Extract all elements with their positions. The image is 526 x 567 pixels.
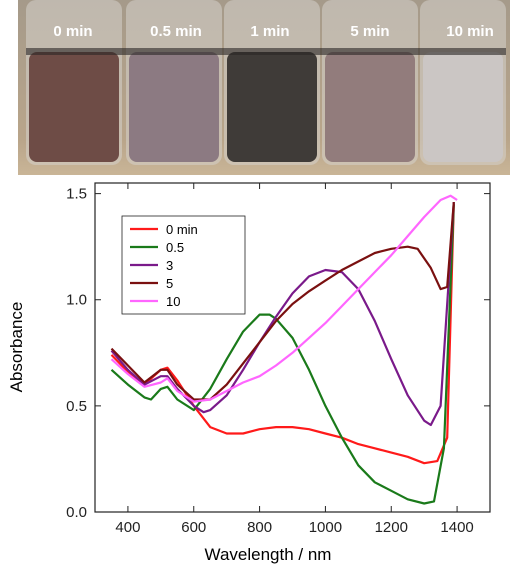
legend-label: 0.5 xyxy=(166,240,184,255)
x-tick-label: 1400 xyxy=(440,519,473,536)
legend-label: 10 xyxy=(166,294,180,309)
y-tick-label: 1.5 xyxy=(66,186,87,203)
figure: 0 min 0.5 min 1 min 5 min 10 min Wavelen… xyxy=(0,0,526,567)
x-tick-label: 800 xyxy=(247,519,272,536)
legend-label: 5 xyxy=(166,276,173,291)
x-tick-label: 1200 xyxy=(375,519,408,536)
legend-label: 0 min xyxy=(166,222,198,237)
y-tick-label: 0.5 xyxy=(66,398,87,415)
x-tick-label: 600 xyxy=(181,519,206,536)
vial-label: 10 min xyxy=(446,23,494,40)
photo: 0 min 0.5 min 1 min 5 min 10 min xyxy=(18,0,510,175)
x-tick-label: 1000 xyxy=(309,519,342,536)
x-axis-label: Wavelength / nm xyxy=(205,545,332,564)
vial-label: 1 min xyxy=(250,23,289,40)
y-axis-label: Absorbance xyxy=(7,302,26,393)
legend-label: 3 xyxy=(166,258,173,273)
vial-label: 0.5 min xyxy=(150,23,202,40)
x-tick-label: 400 xyxy=(115,519,140,536)
vial-label: 0 min xyxy=(53,23,92,40)
y-tick-label: 1.0 xyxy=(66,292,87,309)
y-tick-label: 0.0 xyxy=(66,504,87,521)
vial-label: 5 min xyxy=(350,23,389,40)
